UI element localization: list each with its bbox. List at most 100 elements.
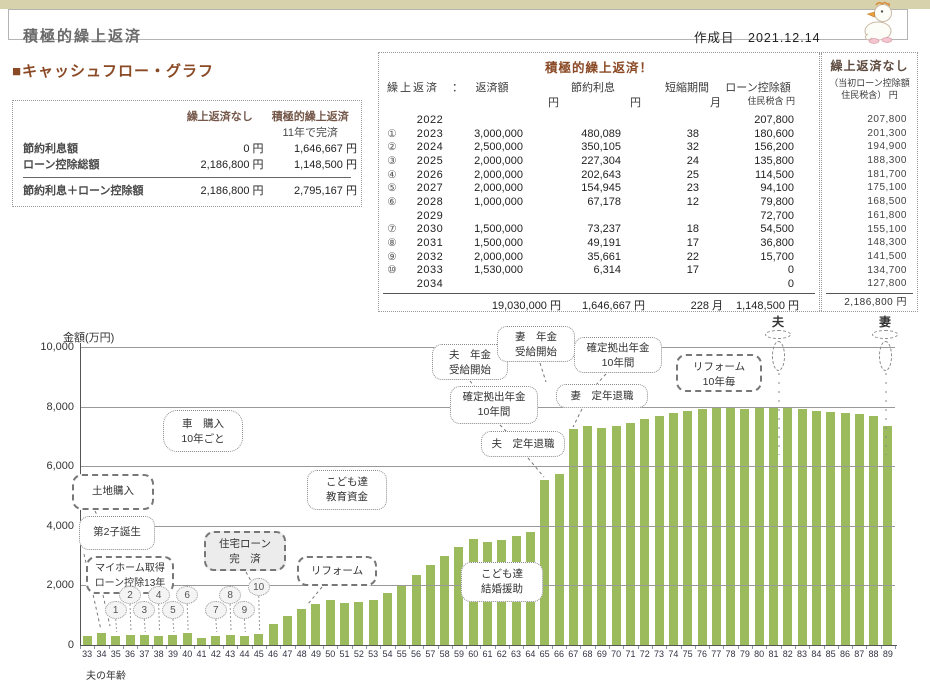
x-tick-label: 81 bbox=[768, 649, 779, 659]
callout-reform: リフォーム bbox=[297, 556, 377, 586]
x-tick-label: 54 bbox=[382, 649, 393, 659]
bar-age-56 bbox=[411, 575, 421, 645]
x-tick-mark bbox=[694, 646, 696, 649]
cell-year: 2032 bbox=[416, 250, 444, 263]
x-tick-label: 82 bbox=[782, 649, 793, 659]
x-axis-line bbox=[80, 645, 897, 646]
x-tick-mark bbox=[366, 646, 367, 649]
x-tick-mark bbox=[494, 646, 496, 649]
cell-mon: 17 bbox=[686, 237, 699, 250]
cell-amt: 1,000,000 bbox=[474, 195, 523, 208]
x-tick-mark bbox=[94, 646, 96, 649]
x-tick-label: 72 bbox=[639, 649, 650, 659]
x-tick-label: 59 bbox=[453, 649, 464, 659]
husband-marker-balloon bbox=[772, 341, 785, 371]
bar-age-76 bbox=[697, 409, 707, 645]
x-tick-mark bbox=[623, 646, 625, 649]
callout-education-fund: こども達 教育資金 bbox=[307, 470, 387, 510]
noprepay-cell: 175,100 bbox=[867, 182, 907, 194]
col-amount-unit: 円 bbox=[548, 97, 559, 109]
cell-mon: 24 bbox=[686, 154, 699, 167]
cell-amt: 1,500,000 bbox=[474, 223, 523, 236]
prepayment-balloon-6: 6 bbox=[176, 586, 199, 604]
cell-year: 2030 bbox=[416, 223, 444, 236]
noprepay-cell: 134,700 bbox=[867, 264, 907, 276]
prepayment-row: ⑤ 2027 2,000,000 154,945 23 94,100 bbox=[379, 181, 819, 195]
x-tick-label: 69 bbox=[596, 649, 607, 659]
x-tick-label: 49 bbox=[310, 649, 321, 659]
x-tick-label: 48 bbox=[296, 649, 307, 659]
col-months-unit: 月 bbox=[710, 97, 721, 109]
x-tick-mark bbox=[308, 646, 310, 649]
x-tick-label: 33 bbox=[82, 649, 93, 659]
col-months: 短縮期間 bbox=[665, 82, 709, 94]
cell-mon: 12 bbox=[686, 195, 699, 208]
cell-ded: 156,200 bbox=[754, 141, 794, 154]
x-tick-mark bbox=[752, 646, 753, 649]
x-tick-label: 79 bbox=[739, 649, 750, 659]
x-tick-mark bbox=[122, 646, 124, 649]
bar-age-71 bbox=[626, 423, 635, 645]
x-tick-mark bbox=[323, 646, 325, 649]
bar-age-39 bbox=[168, 635, 178, 645]
cell-amt: 2,000,000 bbox=[474, 168, 523, 181]
prepayment-table: 積極的繰上返済！ 繰上返済 ： 返済額 節約利息 短縮期間 ローン控除額 円 円… bbox=[378, 52, 918, 312]
prepayment-table-title: 積極的繰上返済！ bbox=[544, 61, 653, 75]
x-tick-label: 86 bbox=[839, 649, 850, 659]
x-tick-label: 46 bbox=[268, 649, 279, 659]
noprepay-cell: 168,500 bbox=[867, 196, 907, 208]
prepayment-row: ④ 2026 2,000,000 202,643 25 114,500 bbox=[379, 168, 819, 182]
x-tick-mark bbox=[780, 646, 782, 649]
cell-no: ② bbox=[387, 141, 397, 154]
wife-marker-balloon bbox=[879, 341, 892, 371]
x-tick-label: 35 bbox=[110, 649, 121, 659]
col-row-label: 繰上返済 ： bbox=[387, 82, 465, 94]
cell-amt: 1,530,000 bbox=[474, 264, 523, 277]
callout-husband-retire: 夫 定年退職 bbox=[481, 431, 565, 457]
cell-int: 227,304 bbox=[581, 154, 621, 167]
cell-int: 35,661 bbox=[587, 250, 621, 263]
noprepay-cell: 207,800 bbox=[867, 114, 907, 125]
summary-subheader-row: 11年で完済 bbox=[17, 124, 357, 140]
x-tick-label: 70 bbox=[611, 649, 622, 659]
col-interest: 節約利息 bbox=[571, 82, 615, 94]
callout-dc-pension-husband: 確定拠出年金 10年間 bbox=[450, 386, 538, 424]
bar-age-68 bbox=[583, 426, 593, 645]
x-tick-mark bbox=[508, 646, 510, 649]
bar-age-46 bbox=[268, 624, 278, 645]
x-tick-mark bbox=[537, 646, 539, 649]
x-tick-label: 39 bbox=[167, 649, 178, 659]
x-tick-mark bbox=[294, 646, 296, 649]
bar-age-49 bbox=[311, 604, 321, 645]
x-tick-mark bbox=[265, 646, 267, 649]
x-tick-label: 74 bbox=[668, 649, 679, 659]
x-tick-mark bbox=[408, 646, 410, 649]
cell-no: ⑨ bbox=[387, 250, 397, 263]
x-tick-label: 85 bbox=[825, 649, 836, 659]
cell-year: 2024 bbox=[416, 141, 444, 154]
cell-year: 2031 bbox=[416, 237, 444, 250]
x-tick-mark bbox=[880, 646, 882, 649]
summary-row-deduction: ローン控除総額 2,186,800 円 1,148,500 円 bbox=[23, 159, 357, 171]
x-tick-label: 36 bbox=[125, 649, 136, 659]
x-tick-label: 50 bbox=[325, 649, 336, 659]
summary-col-active: 積極的繰上返済 bbox=[271, 111, 349, 123]
cell-amt: 2,000,000 bbox=[474, 182, 523, 195]
bar-age-84 bbox=[811, 410, 821, 645]
noprepay-cell: 148,300 bbox=[867, 237, 907, 249]
cell-ded: 180,600 bbox=[754, 127, 794, 140]
cell-mon: 17 bbox=[686, 264, 699, 277]
x-tick-label: 56 bbox=[411, 649, 422, 659]
prepayment-row: ⑩ 2033 1,530,000 6,314 17 0 bbox=[379, 264, 819, 278]
x-tick-label: 88 bbox=[868, 649, 879, 659]
x-tick-label: 51 bbox=[339, 649, 350, 659]
col-interest-unit: 円 bbox=[630, 97, 641, 109]
x-tick-mark bbox=[237, 646, 239, 649]
x-tick-mark bbox=[466, 646, 468, 649]
callout-car-purchase: 車 購入 10年ごと bbox=[163, 410, 243, 452]
x-tick-mark bbox=[852, 646, 854, 649]
bar-age-73 bbox=[654, 415, 664, 645]
prepayment-balloon-1: 1 bbox=[104, 601, 127, 619]
bar-age-41 bbox=[197, 637, 206, 645]
bar-age-88 bbox=[869, 416, 879, 645]
